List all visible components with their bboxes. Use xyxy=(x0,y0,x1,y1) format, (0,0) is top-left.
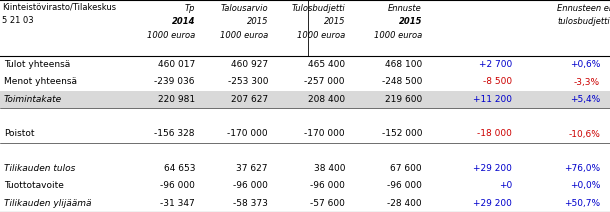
Text: -170 000: -170 000 xyxy=(304,130,345,138)
Text: -31 347: -31 347 xyxy=(160,199,195,208)
Text: -239 036: -239 036 xyxy=(154,78,195,86)
Text: +2 700: +2 700 xyxy=(479,60,512,69)
Text: 465 400: 465 400 xyxy=(308,60,345,69)
Text: 460 927: 460 927 xyxy=(231,60,268,69)
Text: 2014: 2014 xyxy=(171,17,195,26)
Text: Tilikauden ylijäämä: Tilikauden ylijäämä xyxy=(4,199,91,208)
Text: 208 400: 208 400 xyxy=(308,95,345,104)
Text: +29 200: +29 200 xyxy=(473,199,512,208)
Text: -248 500: -248 500 xyxy=(382,78,422,86)
Text: -152 000: -152 000 xyxy=(381,130,422,138)
Text: 468 100: 468 100 xyxy=(385,60,422,69)
Text: -28 400: -28 400 xyxy=(387,199,422,208)
Text: Tulot yhteensä: Tulot yhteensä xyxy=(4,60,70,69)
Text: -96 000: -96 000 xyxy=(387,181,422,191)
Text: 2015: 2015 xyxy=(246,17,268,26)
Text: -170 000: -170 000 xyxy=(228,130,268,138)
Text: 37 627: 37 627 xyxy=(237,164,268,173)
Bar xyxy=(0,91,610,108)
Text: +0,6%: +0,6% xyxy=(570,60,600,69)
Text: +50,7%: +50,7% xyxy=(564,199,600,208)
Text: -96 000: -96 000 xyxy=(233,181,268,191)
Text: Tulosbudjetti: Tulosbudjetti xyxy=(291,4,345,13)
Text: Ennuste: Ennuste xyxy=(388,4,422,13)
Text: +29 200: +29 200 xyxy=(473,164,512,173)
Text: +5,4%: +5,4% xyxy=(570,95,600,104)
Text: Kiinteistövirasto/Tilakeskus: Kiinteistövirasto/Tilakeskus xyxy=(2,3,116,12)
Text: +0: +0 xyxy=(499,181,512,191)
Text: Toimintakate: Toimintakate xyxy=(4,95,62,104)
Text: Tuottotavoite: Tuottotavoite xyxy=(4,181,64,191)
Text: 219 600: 219 600 xyxy=(385,95,422,104)
Text: +11 200: +11 200 xyxy=(473,95,512,104)
Text: 460 017: 460 017 xyxy=(158,60,195,69)
Text: +76,0%: +76,0% xyxy=(564,164,600,173)
Text: +0,0%: +0,0% xyxy=(570,181,600,191)
Text: 2015: 2015 xyxy=(323,17,345,26)
Text: -57 600: -57 600 xyxy=(310,199,345,208)
Text: 2015: 2015 xyxy=(398,17,422,26)
Text: -58 373: -58 373 xyxy=(233,199,268,208)
Text: 67 600: 67 600 xyxy=(390,164,422,173)
Text: 220 981: 220 981 xyxy=(158,95,195,104)
Text: 1000 euroa: 1000 euroa xyxy=(147,31,195,40)
Text: Tilikauden tulos: Tilikauden tulos xyxy=(4,164,76,173)
Text: tulosbudjettiin: tulosbudjettiin xyxy=(557,17,610,26)
Text: -10,6%: -10,6% xyxy=(568,130,600,138)
Text: Talousarvio: Talousarvio xyxy=(220,4,268,13)
Text: -3,3%: -3,3% xyxy=(574,78,600,86)
Text: -18 000: -18 000 xyxy=(477,130,512,138)
Text: 1000 euroa: 1000 euroa xyxy=(220,31,268,40)
Text: -253 300: -253 300 xyxy=(228,78,268,86)
Text: Ennusteen ero: Ennusteen ero xyxy=(557,4,610,13)
Text: -96 000: -96 000 xyxy=(160,181,195,191)
Text: 1000 euroa: 1000 euroa xyxy=(374,31,422,40)
Text: 207 627: 207 627 xyxy=(231,95,268,104)
Text: 5 21 03: 5 21 03 xyxy=(2,16,34,25)
Text: 1000 euroa: 1000 euroa xyxy=(296,31,345,40)
Text: Poistot: Poistot xyxy=(4,130,35,138)
Text: 64 653: 64 653 xyxy=(163,164,195,173)
Text: -96 000: -96 000 xyxy=(310,181,345,191)
Text: 38 400: 38 400 xyxy=(314,164,345,173)
Text: Menot yhteensä: Menot yhteensä xyxy=(4,78,77,86)
Text: Tp: Tp xyxy=(184,4,195,13)
Text: -8 500: -8 500 xyxy=(483,78,512,86)
Text: -156 328: -156 328 xyxy=(154,130,195,138)
Text: -257 000: -257 000 xyxy=(304,78,345,86)
